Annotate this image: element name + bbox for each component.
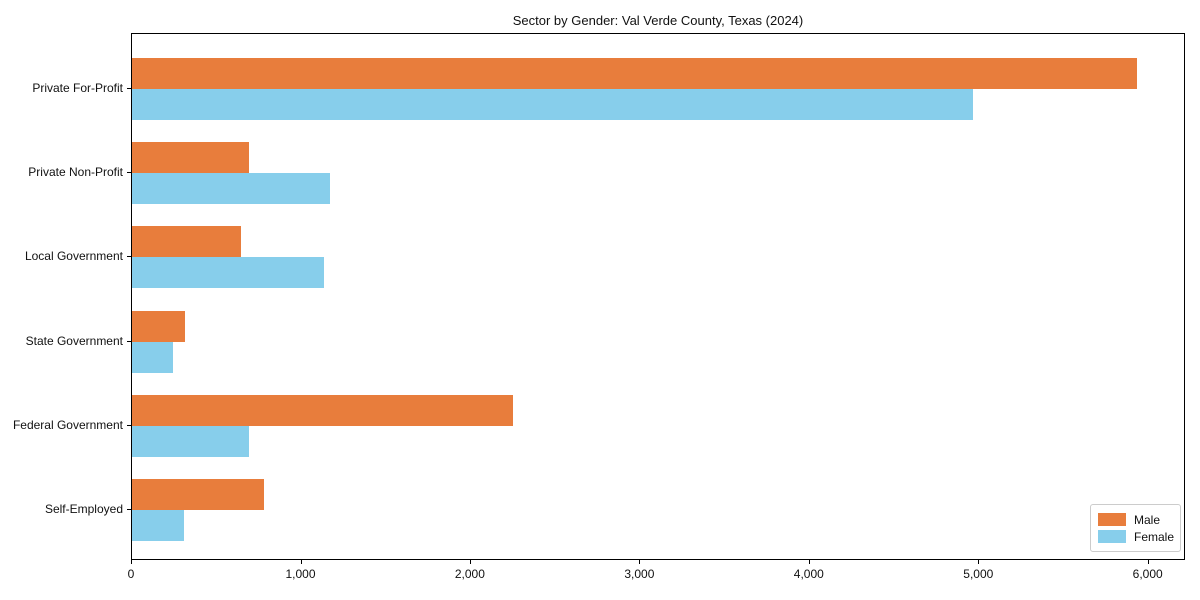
plot-area (131, 33, 1185, 560)
bar-male-1 (132, 58, 1137, 89)
legend-label-female: Female (1134, 529, 1175, 544)
ytick-label: State Government (25, 333, 123, 348)
ytick-label: Self-Employed (44, 502, 123, 516)
xtick-label: 0 (127, 567, 135, 581)
bar-female-1 (132, 89, 973, 120)
legend-label-male: Male (1134, 512, 1161, 527)
bar-male-6 (132, 479, 265, 510)
bar-male-4 (132, 310, 185, 342)
ytick-mark (127, 340, 131, 342)
male-series-swatch (1098, 513, 1126, 526)
xtick-mark (469, 560, 471, 564)
female-series-swatch (1098, 530, 1126, 543)
ytick-label: Private Non-Profit (28, 165, 123, 180)
bar-male-2 (132, 142, 249, 174)
xtick-mark (131, 560, 132, 564)
bar-male-3 (132, 226, 242, 258)
xtick-label: 5,000 (963, 567, 994, 581)
xtick-mark (300, 560, 302, 564)
ytick-mark (127, 424, 131, 426)
bar-female-2 (132, 173, 331, 205)
xtick-mark (639, 560, 641, 564)
legend-item-male: Male (1098, 511, 1173, 528)
ytick-label: Federal Government (12, 417, 123, 432)
xtick-label: 1,000 (285, 567, 316, 581)
xtick-label: 6,000 (1132, 567, 1163, 581)
bar-male-5 (132, 394, 514, 426)
xtick-label: 4,000 (793, 567, 824, 581)
xtick-mark (808, 560, 810, 564)
bar-female-6 (132, 510, 184, 541)
xtick-label: 2,000 (454, 567, 485, 581)
ytick-mark (127, 509, 131, 510)
ytick-label: Local Government (24, 249, 123, 264)
xtick-mark (978, 560, 980, 564)
ytick-mark (127, 256, 131, 258)
legend: Male Female (1090, 504, 1181, 552)
bar-female-4 (132, 341, 173, 373)
chart-title: Sector by Gender: Val Verde County, Texa… (512, 13, 804, 28)
xtick-mark (1147, 560, 1149, 564)
bar-female-3 (132, 257, 325, 289)
bar-female-5 (132, 425, 249, 457)
ytick-label: Private For-Profit (32, 81, 123, 95)
ytick-mark (127, 172, 131, 174)
ytick-mark (127, 88, 131, 89)
legend-item-female: Female (1098, 528, 1175, 545)
xtick-label: 3,000 (624, 567, 655, 581)
